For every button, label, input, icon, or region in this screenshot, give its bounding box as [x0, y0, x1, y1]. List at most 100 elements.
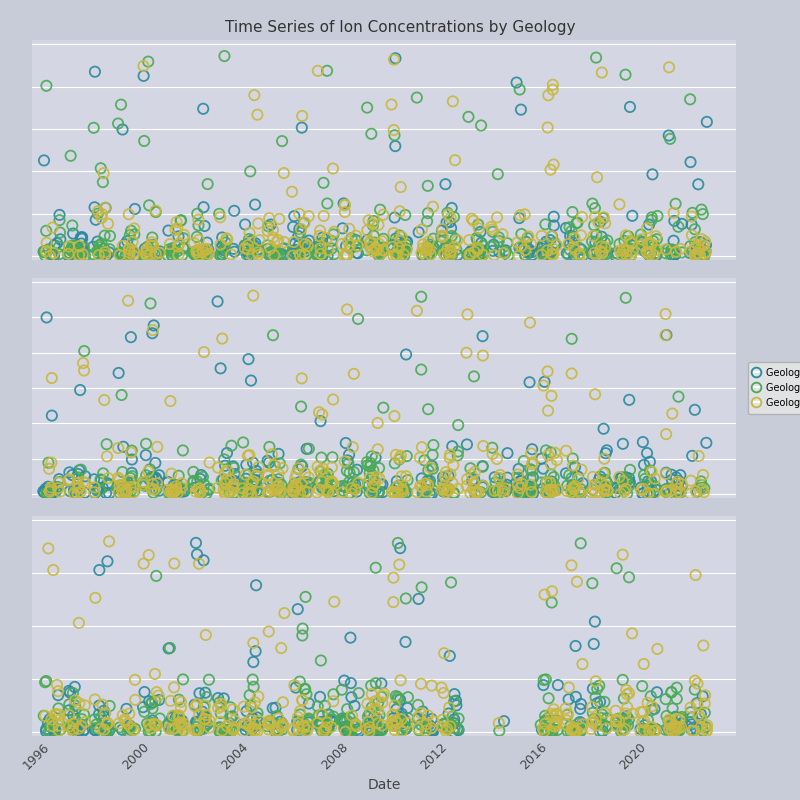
Point	[626, 239, 638, 252]
Point	[594, 725, 606, 738]
Point	[194, 246, 207, 258]
Point	[410, 91, 423, 104]
Point	[54, 233, 66, 246]
Point	[566, 230, 579, 243]
Point	[400, 238, 413, 251]
Point	[372, 249, 385, 262]
Point	[662, 723, 674, 736]
Point	[339, 481, 352, 494]
Point	[462, 249, 475, 262]
Point	[389, 248, 402, 261]
Point	[684, 706, 697, 718]
Point	[426, 200, 439, 213]
Point	[538, 714, 551, 727]
Point	[268, 459, 281, 472]
Point	[374, 249, 386, 262]
Point	[444, 249, 457, 262]
Point	[317, 177, 330, 190]
Point	[514, 474, 526, 487]
Point	[485, 221, 498, 234]
Point	[70, 702, 82, 715]
Point	[647, 486, 660, 499]
Point	[299, 723, 312, 736]
Point	[371, 417, 384, 430]
Point	[440, 216, 453, 229]
Point	[113, 479, 126, 492]
Point	[444, 448, 457, 461]
Point	[263, 246, 276, 259]
Point	[174, 482, 187, 495]
Point	[363, 725, 376, 738]
Point	[194, 250, 207, 262]
Point	[294, 400, 307, 413]
Point	[327, 228, 340, 241]
Point	[689, 683, 702, 696]
Point	[149, 667, 162, 680]
Point	[294, 708, 306, 721]
Point	[572, 473, 585, 486]
Point	[419, 722, 432, 734]
Point	[248, 480, 261, 493]
Point	[395, 717, 408, 730]
Point	[436, 229, 449, 242]
Point	[545, 483, 558, 496]
Point	[692, 246, 705, 259]
Point	[361, 234, 374, 246]
Point	[201, 718, 214, 730]
Point	[290, 249, 303, 262]
Point	[276, 718, 289, 730]
Point	[197, 201, 210, 214]
Point	[242, 486, 254, 499]
Point	[372, 722, 385, 734]
Point	[137, 478, 150, 491]
Point	[326, 479, 338, 492]
Point	[387, 720, 400, 733]
Point	[660, 329, 673, 342]
Point	[642, 236, 654, 249]
Point	[586, 197, 599, 210]
Point	[317, 726, 330, 738]
Point	[695, 482, 708, 494]
Point	[514, 241, 526, 254]
Point	[617, 244, 630, 257]
Point	[52, 702, 65, 715]
Point	[546, 585, 558, 598]
Point	[536, 723, 549, 736]
Point	[321, 232, 334, 245]
Point	[692, 450, 705, 462]
Point	[227, 721, 240, 734]
Point	[123, 722, 136, 735]
Point	[242, 487, 254, 500]
Point	[365, 722, 378, 735]
Point	[697, 249, 710, 262]
Point	[615, 248, 628, 261]
Point	[53, 724, 66, 737]
Point	[318, 722, 331, 734]
Point	[619, 249, 632, 262]
Point	[444, 468, 457, 481]
Point	[74, 486, 87, 498]
Point	[634, 726, 647, 738]
Point	[187, 246, 200, 259]
Point	[137, 476, 150, 489]
Point	[302, 478, 314, 491]
Point	[595, 66, 608, 79]
Point	[662, 482, 674, 495]
Point	[476, 481, 489, 494]
Point	[297, 242, 310, 255]
Point	[294, 482, 306, 495]
Point	[172, 230, 185, 243]
Point	[98, 704, 110, 717]
Point	[419, 477, 432, 490]
Point	[253, 714, 266, 727]
Point	[543, 483, 556, 496]
Point	[488, 249, 501, 262]
Point	[336, 712, 349, 725]
Point	[292, 462, 305, 474]
Point	[149, 457, 162, 470]
Point	[216, 724, 229, 737]
Point	[659, 486, 672, 498]
Point	[246, 249, 259, 262]
Point	[216, 248, 229, 261]
Point	[277, 696, 290, 709]
